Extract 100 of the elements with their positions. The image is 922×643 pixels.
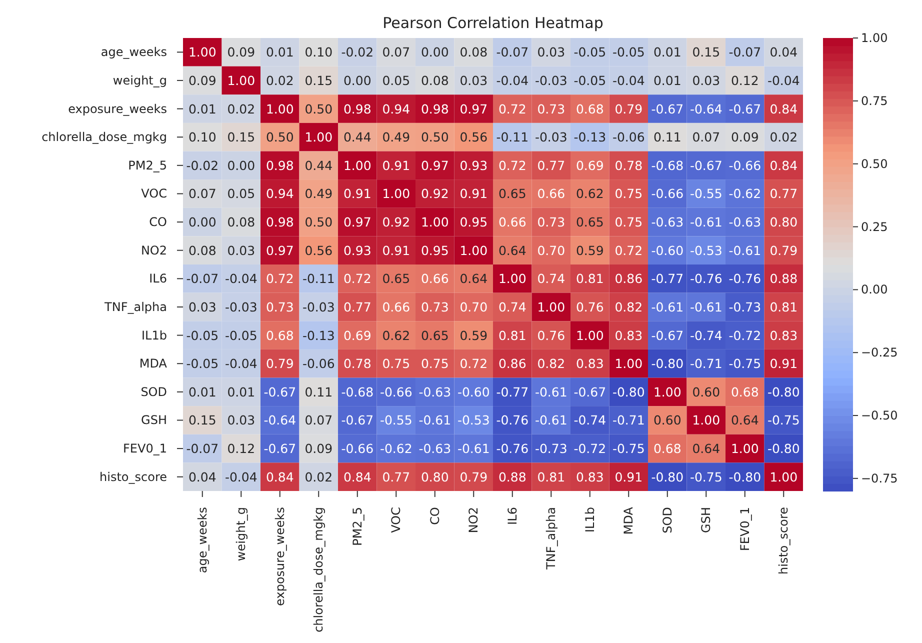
data-label: 0.82: [614, 299, 643, 314]
data-label: 0.08: [460, 44, 488, 60]
data-label: 0.81: [770, 299, 798, 314]
data-label: 0.50: [266, 130, 294, 145]
data-label: 0.84: [266, 469, 294, 484]
data-label: -0.73: [728, 299, 762, 314]
data-label: 1.00: [770, 469, 798, 484]
data-label: -0.02: [341, 44, 374, 60]
data-label: 0.91: [614, 469, 643, 484]
y-tick-label: chlorella_dose_mgkg: [42, 130, 167, 144]
data-label: 1.00: [730, 441, 759, 456]
y-tick-label: TNF_alpha: [104, 300, 167, 314]
data-label: 0.92: [420, 186, 449, 202]
data-label: -0.64: [264, 412, 296, 428]
data-label: 0.93: [460, 158, 488, 173]
y-tick-label: IL1b: [142, 328, 167, 342]
data-label: 0.72: [343, 271, 372, 286]
data-label: 0.66: [420, 271, 449, 286]
data-label: -0.53: [457, 412, 490, 428]
data-label: 0.77: [382, 469, 410, 484]
color-bar-label: −0.50: [861, 408, 898, 422]
data-label: 0.01: [188, 101, 216, 116]
data-label: -0.61: [534, 384, 568, 400]
data-label: 0.68: [653, 441, 682, 456]
data-label: 0.08: [420, 72, 449, 88]
data-label: -0.05: [612, 44, 645, 60]
data-label: 0.81: [576, 271, 604, 286]
color-bar-label: 0.25: [861, 220, 888, 234]
x-tick-label: VOC: [389, 507, 404, 533]
x-tick-label: chlorella_dose_mgkg: [312, 507, 326, 632]
data-label: 0.11: [653, 130, 682, 145]
data-label: 1.00: [188, 44, 216, 60]
data-label: 0.76: [537, 328, 566, 343]
data-label: -0.80: [651, 469, 684, 484]
data-label: 0.78: [343, 356, 372, 372]
data-label: -0.80: [728, 469, 762, 484]
x-tick-label: exposure_weeks: [272, 507, 287, 606]
data-label: 1.00: [420, 214, 449, 230]
data-label: -0.71: [612, 412, 645, 428]
data-label: -0.03: [302, 299, 335, 314]
data-label: -0.67: [341, 412, 374, 428]
data-label: 0.05: [382, 72, 410, 88]
x-tick-label: weight_g: [234, 507, 248, 562]
data-label: -0.11: [496, 130, 529, 145]
data-label: 0.83: [576, 469, 604, 484]
color-bar-label: 0.75: [861, 94, 888, 108]
data-label: -0.72: [728, 328, 762, 343]
data-label: 0.69: [343, 328, 372, 343]
data-label: 1.00: [537, 299, 566, 314]
data-label: -0.06: [612, 130, 645, 145]
data-label: 0.50: [420, 130, 449, 145]
data-label: 0.66: [382, 299, 410, 314]
data-label: 0.02: [770, 130, 798, 145]
data-label: 0.15: [304, 72, 333, 88]
data-label: 0.79: [614, 101, 643, 116]
data-label: 0.74: [537, 271, 566, 286]
data-label: 0.73: [266, 299, 294, 314]
data-label: -0.67: [651, 328, 684, 343]
data-label: -0.03: [534, 130, 568, 145]
data-label: 0.64: [730, 412, 759, 428]
data-label: 0.03: [537, 44, 566, 60]
y-tick-label: exposure_weeks: [68, 102, 167, 116]
data-label: -0.07: [496, 44, 529, 60]
x-tick-label: age_weeks: [195, 507, 210, 574]
data-label: 0.65: [576, 214, 604, 230]
data-label: -0.64: [690, 101, 722, 116]
x-tick-label: SOD: [660, 507, 674, 534]
data-label: -0.71: [690, 356, 722, 372]
x-tick-label: TNF_alpha: [544, 507, 558, 570]
data-label: 0.08: [188, 242, 216, 258]
data-label: 0.07: [188, 186, 216, 202]
x-tick-label: IL1b: [582, 507, 597, 532]
data-label: -0.03: [534, 72, 568, 88]
data-label: 0.00: [227, 158, 256, 173]
data-label: -0.53: [690, 242, 722, 258]
data-label: 0.62: [576, 186, 604, 202]
data-label: 0.92: [382, 214, 410, 230]
data-label: -0.13: [574, 130, 606, 145]
data-label: 1.00: [460, 242, 488, 258]
data-label: 0.74: [498, 299, 526, 314]
data-label: 0.04: [770, 44, 798, 60]
data-label: 1.00: [498, 271, 526, 286]
data-label: -0.62: [728, 186, 762, 202]
y-tick-label: PM2_5: [128, 158, 167, 172]
data-label: 1.00: [382, 186, 410, 202]
data-label: -0.07: [186, 271, 219, 286]
data-label: -0.72: [574, 441, 606, 456]
data-label: 0.91: [460, 186, 488, 202]
data-label: 0.00: [420, 44, 449, 60]
y-tick-label: FEV0_1: [123, 442, 167, 456]
data-label: 0.65: [498, 186, 526, 202]
data-label: 0.75: [420, 356, 449, 372]
data-label: 0.80: [770, 214, 798, 230]
data-label: 0.75: [382, 356, 410, 372]
data-label: -0.80: [612, 384, 645, 400]
data-label: -0.67: [728, 101, 762, 116]
color-bar-label: 0.50: [861, 156, 888, 171]
data-label: -0.63: [728, 214, 762, 230]
data-label: -0.67: [574, 384, 606, 400]
data-label: 0.98: [266, 214, 294, 230]
